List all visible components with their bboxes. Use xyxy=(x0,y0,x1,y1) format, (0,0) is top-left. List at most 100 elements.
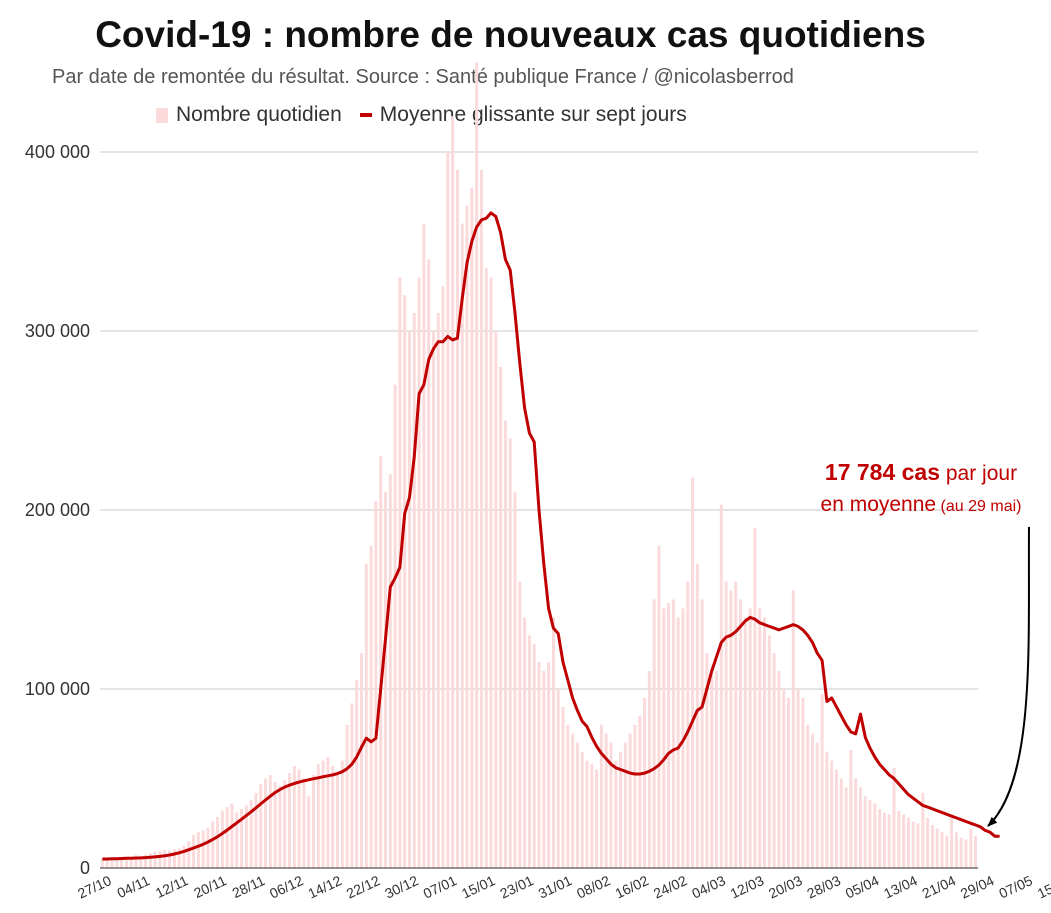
legend-label-daily: Nombre quotidien xyxy=(176,103,342,126)
bar xyxy=(182,845,186,868)
y-tick-label: 300 000 xyxy=(25,321,90,341)
x-tick-label: 07/01 xyxy=(421,872,460,901)
bar xyxy=(551,617,555,868)
bar xyxy=(686,581,690,868)
bar xyxy=(882,812,886,868)
bar xyxy=(854,778,858,868)
bar xyxy=(398,277,402,868)
legend-label-average: Moyenne glissante sur sept jours xyxy=(379,103,687,126)
x-tick-label: 20/11 xyxy=(191,872,229,901)
x-tick-label: 12/03 xyxy=(728,872,767,901)
bar xyxy=(427,259,431,868)
y-tick-label: 400 000 xyxy=(25,142,90,162)
bar xyxy=(494,331,498,868)
bar xyxy=(753,527,757,868)
x-tick-label: 07/05 xyxy=(996,872,1035,901)
bar xyxy=(465,205,469,868)
annotation-line-2: en moyenne (au 29 mai) xyxy=(790,490,1051,521)
bar xyxy=(470,187,474,869)
bar xyxy=(974,835,978,868)
bar xyxy=(834,769,838,868)
bar xyxy=(264,778,268,868)
bar xyxy=(321,760,325,868)
bar xyxy=(710,671,714,868)
bar xyxy=(489,277,493,868)
bar xyxy=(964,839,968,868)
bar xyxy=(206,827,210,868)
bar xyxy=(575,742,579,868)
bar xyxy=(858,787,862,868)
bar-layer xyxy=(100,62,978,869)
bar xyxy=(148,853,152,868)
bar xyxy=(518,581,522,868)
bar xyxy=(374,501,378,868)
bar xyxy=(513,492,517,868)
bar xyxy=(878,808,882,868)
bar xyxy=(129,857,133,868)
bar xyxy=(403,295,407,868)
bar xyxy=(667,603,671,868)
bar xyxy=(633,724,637,868)
bar xyxy=(407,331,411,868)
bar xyxy=(100,859,104,868)
bar xyxy=(115,859,119,868)
bar xyxy=(196,832,200,868)
bar xyxy=(441,286,445,868)
bar xyxy=(734,581,738,868)
bar xyxy=(244,805,248,868)
bar xyxy=(187,841,191,868)
bar xyxy=(791,590,795,868)
bar xyxy=(830,760,834,868)
bar xyxy=(950,814,954,868)
bar xyxy=(273,782,277,868)
x-tick-label: 15/05 xyxy=(1035,872,1051,901)
bar xyxy=(724,581,728,868)
grid-layer xyxy=(100,151,978,690)
bar xyxy=(268,774,272,868)
bar xyxy=(153,851,157,868)
bar xyxy=(547,662,551,868)
bar xyxy=(297,769,301,868)
bar xyxy=(369,545,373,868)
line-layer xyxy=(102,211,1000,861)
bar xyxy=(254,792,258,868)
bar xyxy=(940,832,944,868)
bar xyxy=(211,821,215,868)
bar xyxy=(599,724,603,868)
bar xyxy=(930,825,934,868)
bar xyxy=(417,277,421,868)
chart-subtitle: Par date de remontée du résultat. Source… xyxy=(52,66,794,88)
annotation-arrow xyxy=(987,526,1030,827)
bar xyxy=(537,662,541,868)
x-tick-label: 05/04 xyxy=(843,872,882,901)
annotation-date: (au 29 mai) xyxy=(936,498,1022,515)
annotation-value: 17 784 cas xyxy=(824,459,941,485)
bar xyxy=(436,313,440,869)
annotation-text-1: par jour xyxy=(940,462,1018,485)
bar xyxy=(431,331,435,868)
bar xyxy=(954,832,958,868)
bar xyxy=(911,821,915,868)
bar xyxy=(379,456,383,868)
bar xyxy=(105,858,109,868)
bar xyxy=(340,760,344,868)
x-tick-label: 20/03 xyxy=(766,872,805,901)
x-tick-label: 28/03 xyxy=(804,872,843,901)
y-tick-label: 0 xyxy=(80,858,90,878)
bar xyxy=(144,854,148,868)
bar xyxy=(849,749,853,868)
legend-swatch-daily xyxy=(156,107,168,123)
y-tick-label: 200 000 xyxy=(25,500,90,520)
bar xyxy=(455,169,459,868)
bar xyxy=(177,848,181,868)
bar xyxy=(806,724,810,868)
bar xyxy=(527,635,531,868)
chart-title: Covid-19 : nombre de nouveaux cas quotid… xyxy=(95,14,926,55)
x-tick-label: 13/04 xyxy=(881,872,920,901)
bar xyxy=(815,742,819,868)
bar xyxy=(163,850,167,868)
bar xyxy=(580,751,584,868)
bar xyxy=(959,837,963,868)
bar xyxy=(585,760,589,868)
